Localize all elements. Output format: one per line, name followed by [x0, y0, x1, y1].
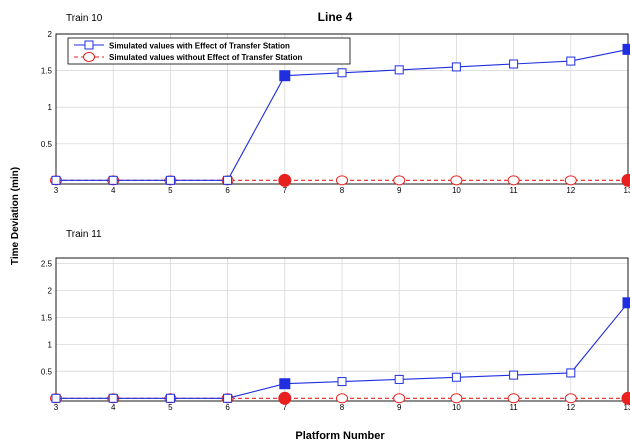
y-tick-label: 1.5	[41, 313, 53, 322]
y-tick-label: 1.5	[41, 67, 53, 76]
data-point-with-transfer	[509, 59, 519, 69]
x-tick-label: 3	[54, 186, 59, 195]
y-tick-label: 2	[48, 30, 53, 39]
data-point-without-transfer	[621, 173, 630, 187]
x-tick-label: 10	[452, 403, 461, 412]
x-tick-label: 5	[168, 186, 173, 195]
data-point-with-transfer	[566, 56, 576, 66]
x-tick-label: 11	[509, 403, 518, 412]
data-point-with-transfer	[279, 70, 291, 82]
y-tick-label: 2	[48, 286, 53, 295]
y-tick-label: 1	[48, 340, 53, 349]
x-tick-label: 6	[225, 186, 230, 195]
data-point-without-transfer	[278, 391, 292, 405]
data-point-without-transfer	[621, 391, 630, 405]
x-tick-label: 9	[397, 403, 402, 412]
data-point-with-transfer	[165, 175, 175, 185]
y-tick-label: 1	[48, 103, 53, 112]
x-tick-label: 12	[566, 186, 575, 195]
data-point-without-transfer	[393, 393, 406, 404]
x-tick-label: 4	[111, 403, 116, 412]
data-point-without-transfer	[507, 175, 520, 186]
data-point-without-transfer	[564, 393, 577, 404]
data-point-without-transfer	[278, 173, 292, 187]
data-point-with-transfer	[108, 393, 118, 403]
legend: Simulated values with Effect of Transfer…	[67, 37, 351, 65]
data-point-with-transfer	[394, 374, 404, 384]
y-axis-label: Time Deviation (min)	[10, 167, 21, 265]
legend-marker-with-transfer	[84, 40, 94, 50]
data-point-with-transfer	[223, 175, 233, 185]
y-tick-label: 2.5	[41, 259, 53, 268]
data-point-with-transfer	[394, 65, 404, 75]
subplot-title-train-11: Train 11	[66, 229, 102, 240]
x-tick-label: 13	[624, 186, 630, 195]
data-point-with-transfer	[622, 43, 630, 55]
x-tick-label: 8	[340, 403, 345, 412]
data-point-with-transfer	[451, 372, 461, 382]
x-tick-label: 7	[283, 186, 288, 195]
x-tick-label: 4	[111, 186, 116, 195]
figure-title: Line 4	[318, 10, 353, 24]
subplot-2: 3 4 5 6 7 8 9 10 11 12 13 0.5 1 1.5 2 2.5	[41, 257, 630, 412]
data-point-without-transfer	[450, 175, 463, 186]
data-point-with-transfer	[51, 175, 61, 185]
legend-label-without-transfer: Simulated values without Effect of Trans…	[109, 53, 302, 62]
x-tick-label: 9	[397, 186, 402, 195]
x-tick-label: 3	[54, 403, 59, 412]
data-point-with-transfer	[566, 368, 576, 378]
data-point-with-transfer	[622, 297, 630, 309]
x-tick-label: 6	[225, 403, 230, 412]
data-point-with-transfer	[337, 68, 347, 78]
data-point-with-transfer	[279, 378, 291, 390]
data-point-with-transfer	[223, 393, 233, 403]
legend-marker-without-transfer	[83, 52, 95, 62]
data-point-with-transfer	[108, 175, 118, 185]
subplot-1: 3 4 5 6 7 8 9 10 11 12 13 0.5 1 1.5 2	[41, 30, 630, 195]
data-point-with-transfer	[451, 62, 461, 72]
data-point-with-transfer	[337, 377, 347, 387]
x-axis-label: Platform Number	[295, 430, 385, 442]
data-point-without-transfer	[336, 175, 348, 186]
y-tick-label: 0.5	[41, 367, 53, 376]
data-point-without-transfer	[450, 393, 463, 404]
data-point-with-transfer	[165, 393, 175, 403]
x-tick-label: 13	[624, 403, 630, 412]
data-point-with-transfer	[509, 370, 519, 380]
legend-label-with-transfer: Simulated values with Effect of Transfer…	[109, 42, 290, 51]
data-point-with-transfer	[51, 393, 61, 403]
x-tick-label: 11	[509, 186, 518, 195]
subplot-title-train-10: Train 10	[66, 13, 103, 24]
x-tick-label: 10	[452, 186, 461, 195]
x-tick-label: 7	[283, 403, 288, 412]
legend-box	[67, 37, 351, 65]
x-tick-label: 8	[340, 186, 345, 195]
data-point-without-transfer	[393, 175, 406, 186]
x-tick-label: 12	[566, 403, 575, 412]
x-tick-label: 5	[168, 403, 173, 412]
y-tick-label: 0.5	[41, 140, 53, 149]
data-point-without-transfer	[336, 393, 348, 404]
data-point-without-transfer	[507, 393, 520, 404]
data-point-without-transfer	[564, 175, 577, 186]
